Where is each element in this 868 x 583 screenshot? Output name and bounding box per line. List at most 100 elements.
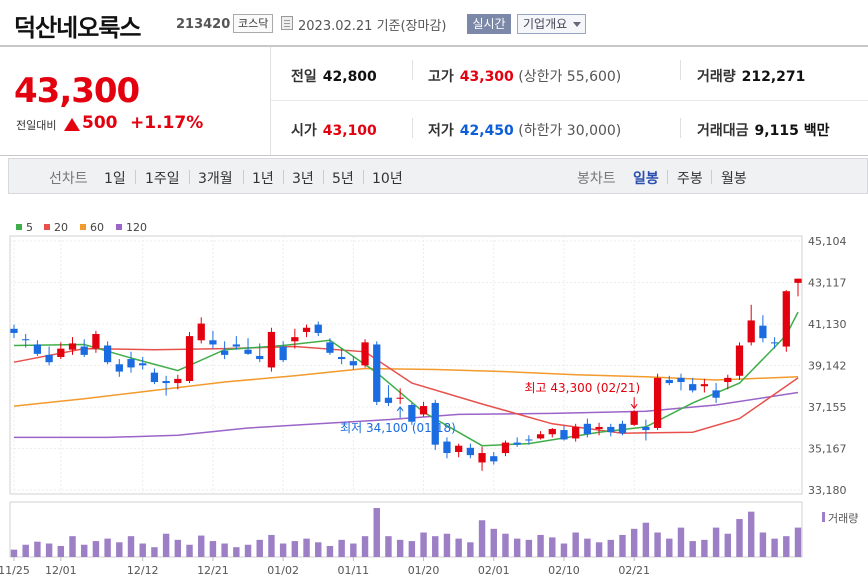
- candle-body: [700, 384, 709, 387]
- volume-bar: [513, 538, 521, 557]
- company-overview-dropdown[interactable]: 기업개요: [517, 14, 586, 34]
- legend-swatch: [116, 224, 122, 230]
- candle-body: [314, 324, 322, 333]
- volume-bar: [92, 541, 100, 557]
- candle-body: [770, 342, 779, 344]
- candle-body: [408, 405, 416, 422]
- volume-bars: 거래량: [10, 508, 858, 557]
- period-1d[interactable]: 1일: [104, 171, 126, 187]
- volume-bar: [338, 539, 345, 557]
- volume-bar: [443, 533, 451, 557]
- volume-bar: [455, 538, 462, 557]
- ma60-line: [13, 367, 799, 407]
- period-bar: 선차트 1일 1주일 3개월 1년 3년 5년 10년 봉차트 일봉 주봉 월봉: [8, 158, 868, 194]
- candle-body: [759, 325, 767, 339]
- candle-body: [185, 336, 194, 381]
- candle-weekly[interactable]: 주봉: [677, 171, 703, 187]
- volume-bar: [747, 511, 755, 557]
- candle-body: [68, 343, 77, 350]
- volume-bar: [525, 539, 533, 557]
- period-3y[interactable]: 3년: [292, 171, 314, 187]
- divider: [711, 170, 712, 184]
- volume-bar: [408, 541, 416, 557]
- legend-label: 60: [90, 221, 104, 234]
- candle-monthly[interactable]: 월봉: [721, 171, 747, 187]
- candle-body: [384, 397, 393, 403]
- candle-body: [653, 377, 662, 428]
- candle-body: [618, 423, 627, 434]
- candle-body: [724, 377, 732, 383]
- stock-name: 덕산네오룩스: [14, 14, 141, 42]
- volume-bar: [572, 532, 579, 557]
- x-tick-label: 12/01: [45, 564, 77, 577]
- max-arrow-head: [630, 403, 638, 410]
- volume-bar: [151, 547, 158, 557]
- period-1w[interactable]: 1주일: [145, 171, 180, 187]
- x-tick-label: 11/25: [0, 564, 30, 577]
- chart-legend: 5 20 60 120: [16, 221, 147, 234]
- volume-bar: [432, 536, 439, 557]
- volume-bar: [198, 535, 205, 557]
- candle-body: [630, 411, 638, 425]
- volume-bar: [256, 539, 263, 557]
- y-tick-label: 37,155: [808, 401, 847, 414]
- period-1y[interactable]: 1년: [252, 171, 274, 187]
- candle-body: [291, 337, 299, 342]
- candle-chart-label: 봉차트: [577, 171, 616, 187]
- volume-bar: [69, 536, 76, 557]
- candle-body: [455, 445, 463, 452]
- change-percent: +1.17%: [130, 113, 204, 133]
- candle-body: [92, 334, 100, 349]
- candle-body: [595, 426, 603, 430]
- period-3m[interactable]: 3개월: [198, 171, 233, 187]
- candle-body: [794, 278, 802, 283]
- period-10y[interactable]: 10년: [372, 171, 403, 187]
- candle-body: [162, 380, 170, 384]
- candle-body: [536, 434, 545, 439]
- divider: [363, 170, 364, 184]
- divider: [270, 47, 271, 155]
- candle-body: [22, 339, 30, 341]
- y-tick-label: 33,180: [808, 484, 847, 497]
- volume-bar: [619, 534, 626, 557]
- min-annotation: 최저 34,100 (01/18): [340, 421, 456, 435]
- volume-bar: [595, 542, 603, 557]
- period-5y[interactable]: 5년: [332, 171, 354, 187]
- volume-bar: [361, 536, 369, 557]
- candle-body: [45, 354, 53, 363]
- volume-bar: [221, 543, 228, 557]
- candle-body: [548, 429, 556, 435]
- ma20-line: [13, 345, 799, 434]
- volume-bar: [712, 527, 720, 557]
- legend-label: 5: [26, 221, 33, 234]
- volume-bar: [80, 544, 88, 557]
- ma120-line: [14, 391, 799, 439]
- candle-daily[interactable]: 일봉: [633, 171, 659, 187]
- realtime-button[interactable]: 실시간: [467, 14, 511, 34]
- divider: [667, 170, 668, 184]
- x-axis: 11/25 12/01 12/12 12/21 01/02 01/11 01/20 02/01…: [0, 557, 650, 577]
- candle-body: [466, 447, 474, 456]
- stock-header: 덕산네오룩스 213420 코스닥 2023.02.21 기준(장마감) 실시간…: [0, 0, 868, 46]
- volume-bar: [701, 539, 708, 557]
- price-summary: 43,300 전일대비 500 +1.17%: [0, 47, 868, 155]
- volume-bar: [244, 544, 252, 557]
- volume-bar: [736, 519, 743, 557]
- trade-amount: 거래대금 9,115 백만: [697, 123, 830, 139]
- volume-bar: [315, 542, 322, 557]
- candle-body: [478, 453, 486, 463]
- max-annotation: 최고 43,300 (02/21): [525, 381, 641, 395]
- candle-body: [782, 291, 790, 347]
- volume-bar: [537, 534, 544, 557]
- volume-bar: [584, 538, 591, 557]
- chart-grid: [9, 235, 803, 558]
- candle-body: [103, 345, 112, 363]
- divider: [270, 100, 868, 101]
- candle-body: [279, 346, 287, 361]
- volume-bar: [209, 541, 217, 557]
- candle-body: [220, 350, 229, 355]
- candle-body: [490, 456, 498, 462]
- candle-body: [127, 359, 135, 368]
- volume-bar: [642, 522, 650, 557]
- candle-body: [396, 397, 404, 399]
